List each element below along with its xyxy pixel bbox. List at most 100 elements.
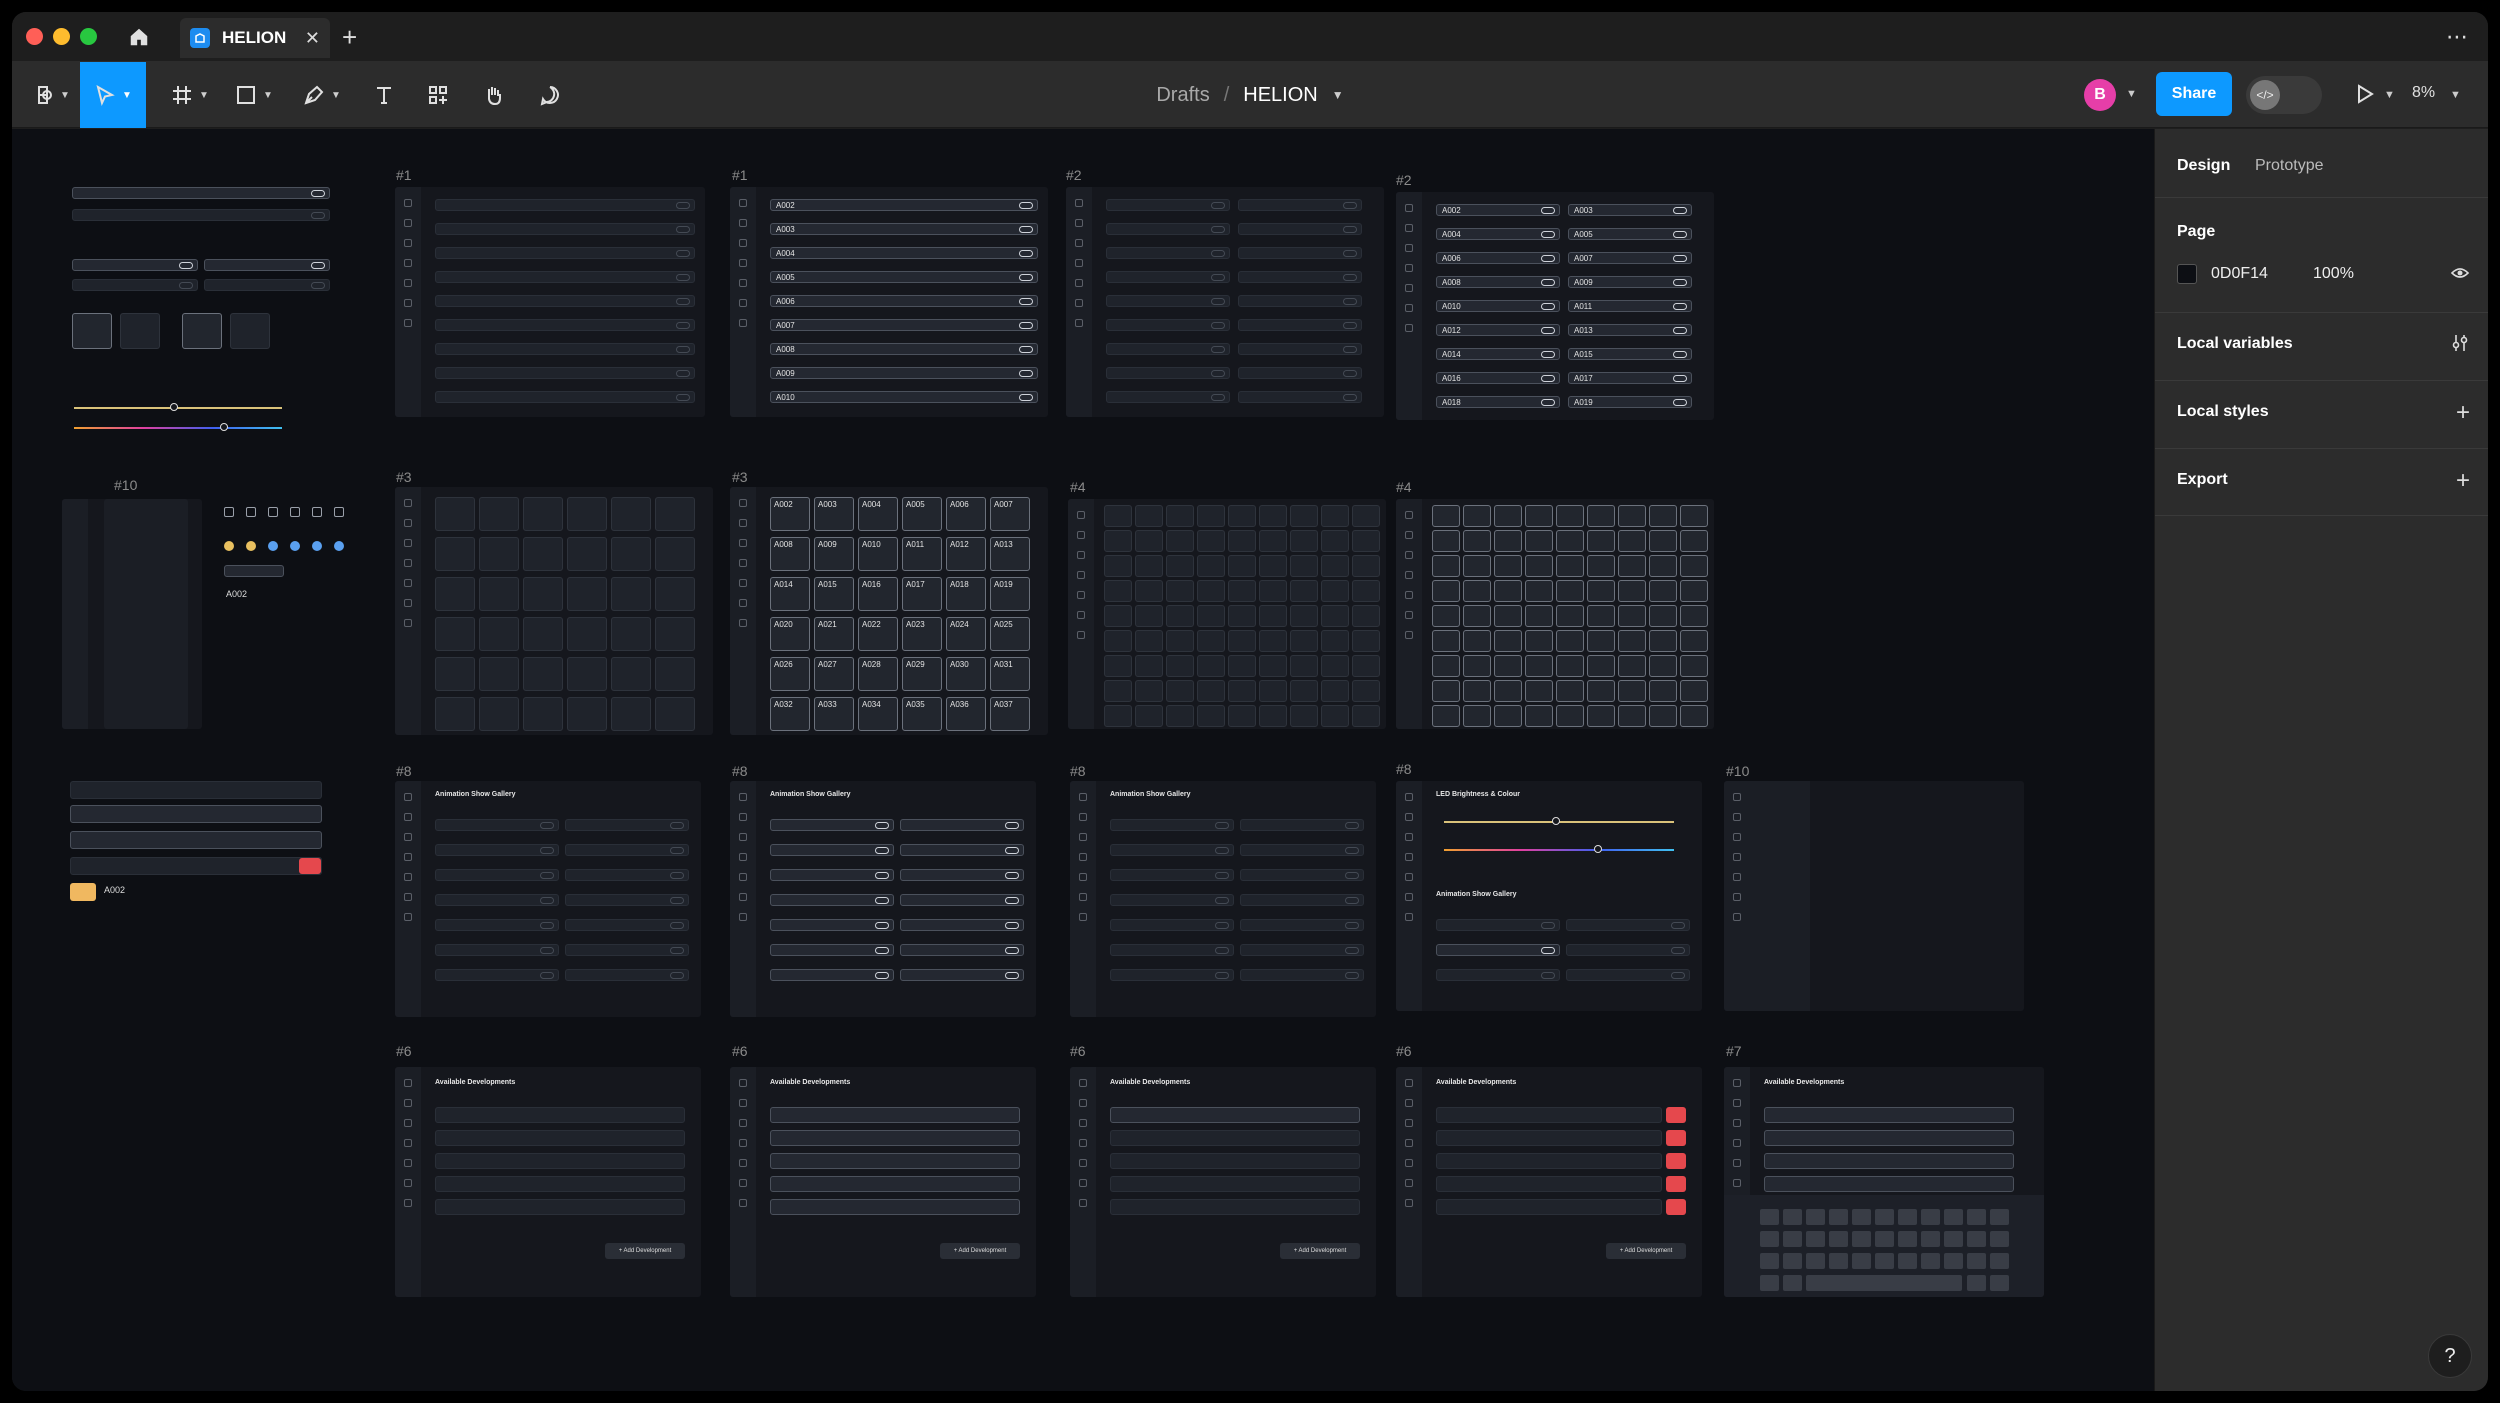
- tile[interactable]: [1587, 555, 1615, 577]
- list-row[interactable]: [435, 969, 559, 981]
- list-row[interactable]: [565, 944, 689, 956]
- list-row[interactable]: [1110, 944, 1234, 956]
- toggle-switch[interactable]: [1541, 231, 1555, 238]
- tile[interactable]: [1290, 555, 1318, 577]
- toggle-switch[interactable]: [1343, 202, 1357, 209]
- list-row[interactable]: [565, 969, 689, 981]
- tile[interactable]: [1587, 655, 1615, 677]
- toggle-switch[interactable]: [540, 897, 554, 904]
- file-tab[interactable]: HELION ✕: [180, 18, 330, 58]
- tile[interactable]: [1556, 555, 1584, 577]
- toggle-switch[interactable]: [676, 274, 690, 281]
- toggle-switch[interactable]: [1215, 897, 1229, 904]
- keyboard-key[interactable]: [1944, 1209, 1963, 1225]
- tile[interactable]: [1166, 580, 1194, 602]
- tile[interactable]: A029: [902, 657, 942, 691]
- list-row[interactable]: [900, 894, 1024, 906]
- toggle-switch[interactable]: [670, 972, 684, 979]
- toggle-switch[interactable]: [1673, 303, 1687, 310]
- list-row[interactable]: [435, 367, 695, 379]
- tile[interactable]: [1649, 505, 1677, 527]
- tile[interactable]: [1290, 655, 1318, 677]
- list-row[interactable]: [435, 844, 559, 856]
- tile[interactable]: [1649, 680, 1677, 702]
- export-title[interactable]: Export: [2177, 471, 2228, 488]
- tile[interactable]: A025: [990, 617, 1030, 651]
- toggle-switch[interactable]: [1343, 274, 1357, 281]
- toggle-switch[interactable]: [676, 250, 690, 257]
- tile[interactable]: [1352, 655, 1380, 677]
- toggle-switch[interactable]: [540, 972, 554, 979]
- list-row[interactable]: [435, 295, 695, 307]
- development-row[interactable]: [1110, 1176, 1360, 1192]
- tile[interactable]: [1321, 630, 1349, 652]
- toggle-switch[interactable]: [676, 322, 690, 329]
- slider-knob[interactable]: [1552, 817, 1560, 825]
- tile[interactable]: [1197, 530, 1225, 552]
- toggle-switch[interactable]: [1211, 274, 1225, 281]
- toggle-switch[interactable]: [1019, 370, 1033, 377]
- toggle-switch[interactable]: [1211, 346, 1225, 353]
- toggle-switch[interactable]: [311, 262, 325, 269]
- tile[interactable]: [1680, 705, 1708, 727]
- tile[interactable]: [655, 657, 695, 691]
- list-row[interactable]: [770, 894, 894, 906]
- list-row[interactable]: A009: [770, 367, 1038, 379]
- tile[interactable]: [1228, 705, 1256, 727]
- list-row[interactable]: [204, 259, 330, 271]
- tile[interactable]: [1649, 530, 1677, 552]
- tile[interactable]: [1556, 680, 1584, 702]
- frame-label[interactable]: #2: [1066, 167, 1082, 183]
- list-row[interactable]: [1238, 343, 1362, 355]
- development-row[interactable]: [1764, 1107, 2014, 1123]
- tile[interactable]: [1463, 505, 1491, 527]
- tile[interactable]: [1463, 705, 1491, 727]
- list-row[interactable]: A013: [1568, 324, 1692, 336]
- toggle-switch[interactable]: [1673, 399, 1687, 406]
- list-row[interactable]: [435, 223, 695, 235]
- development-row[interactable]: [1436, 1107, 1662, 1123]
- keyboard-key[interactable]: [1967, 1253, 1986, 1269]
- list-row[interactable]: [1106, 319, 1230, 331]
- tile[interactable]: A010: [858, 537, 898, 571]
- toggle-switch[interactable]: [1019, 346, 1033, 353]
- keyboard-key[interactable]: [1760, 1209, 1779, 1225]
- frame-label[interactable]: #8: [1070, 763, 1086, 779]
- toggle-switch[interactable]: [676, 370, 690, 377]
- tile[interactable]: [567, 577, 607, 611]
- toggle-switch[interactable]: [1673, 255, 1687, 262]
- list-row[interactable]: [1240, 919, 1364, 931]
- toggle-switch[interactable]: [1345, 897, 1359, 904]
- page-color-hex[interactable]: 0D0F14: [2211, 265, 2268, 282]
- toggle-switch[interactable]: [1343, 298, 1357, 305]
- tile[interactable]: [479, 537, 519, 571]
- keyboard-key[interactable]: [1783, 1209, 1802, 1225]
- tile[interactable]: [1494, 705, 1522, 727]
- frame-label[interactable]: #4: [1396, 479, 1412, 495]
- tile[interactable]: [1197, 705, 1225, 727]
- tile[interactable]: [1321, 680, 1349, 702]
- tile[interactable]: [1649, 580, 1677, 602]
- tile[interactable]: [1680, 605, 1708, 627]
- tile[interactable]: [1556, 505, 1584, 527]
- toggle-switch[interactable]: [676, 202, 690, 209]
- tab-design[interactable]: Design: [2177, 157, 2231, 174]
- tile[interactable]: [1494, 630, 1522, 652]
- tile[interactable]: [1104, 630, 1132, 652]
- chevron-down-icon[interactable]: ▼: [2126, 88, 2137, 100]
- list-row[interactable]: [1106, 295, 1230, 307]
- toggle-switch[interactable]: [1343, 346, 1357, 353]
- frame-label[interactable]: #4: [1070, 479, 1086, 495]
- tile[interactable]: A016: [858, 577, 898, 611]
- list-row[interactable]: [435, 869, 559, 881]
- tile[interactable]: [1104, 505, 1132, 527]
- tile[interactable]: [1432, 705, 1460, 727]
- list-row[interactable]: A008: [770, 343, 1038, 355]
- tile[interactable]: A021: [814, 617, 854, 651]
- tile[interactable]: A030: [946, 657, 986, 691]
- list-row[interactable]: [1106, 271, 1230, 283]
- toggle-switch[interactable]: [1345, 847, 1359, 854]
- list-row[interactable]: A004: [770, 247, 1038, 259]
- list-row[interactable]: [1238, 271, 1362, 283]
- tile[interactable]: [567, 497, 607, 531]
